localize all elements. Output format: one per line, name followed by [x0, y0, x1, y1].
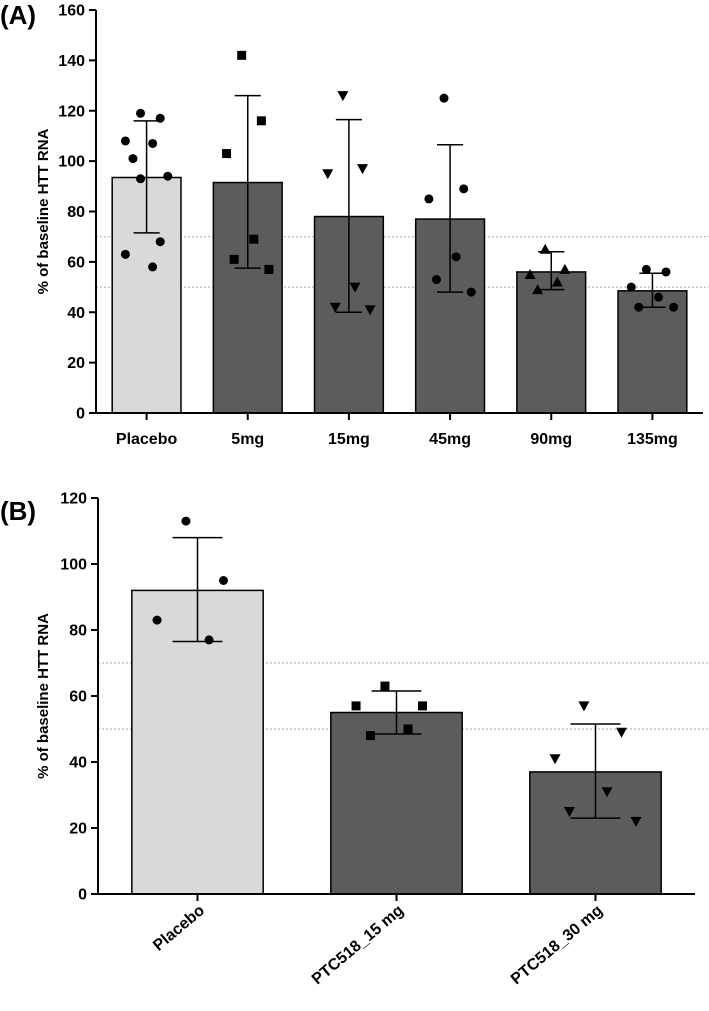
chart-b-ylabel: % of baseline HTT RNA — [35, 613, 52, 779]
chart-a-point-3-1 — [459, 184, 469, 194]
chart-a-point-3-3 — [451, 252, 461, 262]
chart-a-ytick-label-0: 0 — [76, 406, 85, 423]
chart-a-xtick-label-4: 90mg — [530, 431, 572, 448]
chart-a-point-2-3 — [349, 282, 361, 293]
chart-a-point-3-5 — [466, 287, 476, 297]
chart-a-ytick-label-8: 160 — [58, 3, 85, 20]
chart-a-point-0-8 — [120, 249, 130, 259]
chart-a-point-3-4 — [431, 275, 441, 285]
chart-b-point-2-4 — [563, 807, 575, 817]
chart-b-ytick-label-3: 60 — [69, 689, 87, 706]
chart-a: 0 20 40 60 80 100 120 140 160 Placebo 5mg 15mg 45mg 9… — [35, 3, 709, 448]
chart-b-ytick-label-6: 120 — [60, 491, 87, 508]
chart-b-point-0-3 — [204, 635, 214, 645]
panel-label-b: (B) — [0, 496, 37, 526]
chart-b-point-1-1 — [418, 701, 428, 711]
chart-a-point-3-0 — [439, 93, 449, 103]
chart-a-xtick-label-3: 45mg — [429, 431, 471, 448]
chart-b-point-2-0 — [578, 701, 590, 712]
chart-a-point-5-5 — [669, 302, 679, 312]
chart-a-point-1-2 — [222, 149, 232, 159]
chart-a-ylabel: % of baseline HTT RNA — [35, 128, 52, 294]
chart-a-point-5-4 — [634, 302, 644, 312]
chart-a-point-2-0 — [337, 91, 349, 102]
chart-a-point-0-1 — [155, 113, 165, 123]
chart-a-xtick-label-5: 135mg — [627, 431, 678, 448]
chart-b-point-0-1 — [219, 576, 229, 585]
chart-a-point-2-2 — [322, 169, 334, 180]
chart-a-point-0-7 — [155, 237, 165, 247]
chart-b-xtick-label-2: PTC518_30 mg — [508, 902, 606, 988]
chart-a-point-2-4 — [329, 302, 341, 313]
chart-a-point-2-5 — [364, 305, 376, 316]
chart-b-point-0-2 — [152, 615, 162, 625]
chart-a-xtick-label-2: 15mg — [328, 431, 370, 448]
chart-b-ytick-label-2: 40 — [69, 755, 87, 772]
chart-a-point-1-5 — [264, 264, 274, 274]
chart-a-point-1-4 — [229, 254, 239, 264]
chart-a-point-0-3 — [148, 138, 158, 148]
chart-a-point-4-0 — [539, 243, 551, 254]
chart-a-point-4-4 — [532, 284, 544, 295]
chart-b-ytick-label-4: 80 — [69, 623, 87, 640]
chart-a-point-1-3 — [249, 234, 259, 244]
chart-a-ytick-label-7: 140 — [58, 53, 85, 70]
panel-label-a: (A) — [0, 0, 37, 30]
chart-b-point-1-2 — [351, 701, 361, 711]
chart-a-point-5-1 — [661, 267, 671, 277]
chart-b-bar-1 — [330, 711, 463, 895]
chart-b-point-1-3 — [403, 724, 413, 734]
chart-b-ytick-label-0: 0 — [78, 887, 87, 904]
chart-a-ytick-label-3: 60 — [67, 254, 85, 271]
chart-a-point-0-9 — [148, 262, 158, 272]
chart-a-ytick-label-2: 40 — [67, 305, 85, 322]
chart-a-point-0-4 — [128, 154, 138, 164]
chart-a-point-0-5 — [163, 171, 173, 181]
chart-b-point-1-0 — [380, 681, 390, 691]
chart-a-point-0-0 — [136, 108, 146, 118]
chart-a-ytick-label-6: 120 — [58, 103, 85, 120]
chart-a-point-1-0 — [237, 50, 247, 60]
chart-b-point-2-2 — [549, 754, 561, 765]
chart-a-xtick-label-1: 5mg — [231, 431, 264, 448]
chart-b-point-1-4 — [365, 731, 375, 741]
chart-a-point-2-1 — [357, 164, 369, 175]
chart-a-point-5-3 — [653, 292, 663, 302]
chart-a-point-0-6 — [136, 174, 146, 184]
chart-a-point-4-1 — [559, 263, 571, 274]
chart-a-point-3-2 — [424, 194, 434, 204]
chart-a-ytick-label-5: 100 — [58, 154, 85, 171]
chart-b-xtick-label-0: Placebo — [150, 902, 208, 955]
chart-b-ytick-label-5: 100 — [60, 557, 87, 574]
chart-b-point-0-0 — [181, 516, 191, 526]
chart-b-point-2-3 — [601, 787, 613, 798]
chart-b-point-2-5 — [630, 816, 642, 827]
chart-a-point-4-3 — [551, 276, 563, 287]
chart-a-point-0-2 — [120, 136, 130, 146]
chart-a-point-5-2 — [626, 282, 636, 292]
chart-a-point-4-2 — [524, 268, 536, 279]
chart-a-ytick-label-4: 80 — [67, 204, 85, 221]
chart-a-point-1-1 — [256, 116, 266, 126]
chart-b-xtick-label-1: PTC518_15 mg — [309, 902, 407, 988]
chart-b: 0 20 40 60 80 100 120 Placebo PTC518_15 mg PTC518… — [35, 491, 709, 988]
chart-b-ytick-label-1: 20 — [69, 821, 87, 838]
chart-a-bar-4 — [516, 271, 587, 414]
chart-a-xtick-label-0: Placebo — [116, 431, 178, 448]
chart-a-ytick-label-1: 20 — [67, 355, 85, 372]
chart-a-point-5-0 — [641, 264, 651, 274]
chart-b-point-2-1 — [616, 727, 628, 738]
